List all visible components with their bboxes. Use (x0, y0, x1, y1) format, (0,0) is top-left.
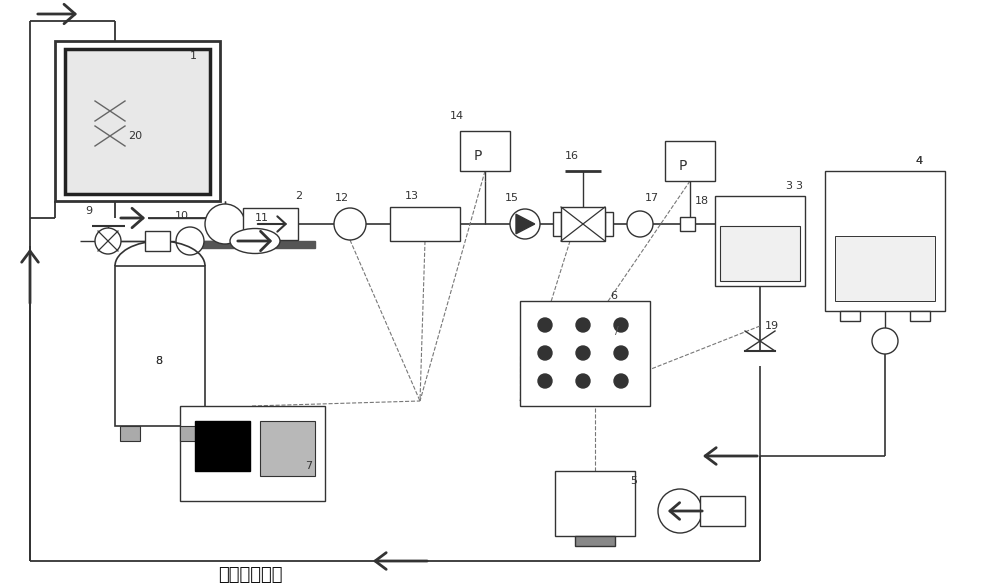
Bar (520, 301, 650, 406)
Text: 4: 4 (915, 156, 922, 166)
Text: 1: 1 (190, 51, 197, 61)
Circle shape (614, 318, 628, 332)
Bar (553, 212, 561, 236)
Bar (605, 212, 613, 236)
Circle shape (176, 227, 204, 255)
Text: 9: 9 (85, 206, 92, 216)
Text: 8: 8 (155, 356, 162, 366)
Circle shape (614, 374, 628, 388)
Ellipse shape (230, 229, 280, 254)
Bar (575, 536, 615, 546)
Text: P: P (679, 159, 687, 173)
Bar (65, 49, 210, 194)
Bar (720, 226, 800, 281)
Circle shape (627, 211, 653, 237)
Text: 5: 5 (630, 476, 637, 486)
Bar (180, 406, 325, 501)
Circle shape (538, 318, 552, 332)
Bar (145, 231, 170, 251)
Text: 18: 18 (695, 196, 709, 206)
Text: 16: 16 (565, 151, 579, 161)
Text: 8: 8 (155, 356, 162, 366)
Bar (680, 217, 695, 231)
Bar (120, 426, 140, 441)
Text: 20: 20 (128, 131, 142, 141)
Circle shape (614, 346, 628, 360)
Circle shape (95, 228, 121, 254)
Bar (390, 207, 460, 241)
Bar (561, 207, 605, 241)
Text: 19: 19 (765, 321, 779, 331)
Text: /: / (615, 326, 619, 336)
Bar (200, 241, 315, 248)
Bar (835, 236, 935, 301)
Text: 7: 7 (305, 461, 312, 471)
Bar (115, 266, 205, 426)
Text: 3: 3 (785, 181, 792, 191)
Circle shape (334, 208, 366, 240)
Bar (243, 208, 298, 240)
Text: 10: 10 (175, 211, 189, 221)
Bar (700, 496, 745, 526)
Bar (715, 196, 805, 286)
Circle shape (658, 489, 702, 533)
Circle shape (510, 209, 540, 239)
Polygon shape (516, 214, 535, 234)
Bar (840, 311, 860, 321)
Bar (180, 426, 200, 441)
Circle shape (576, 374, 590, 388)
Bar (825, 171, 945, 311)
Bar (460, 131, 510, 171)
Bar (195, 421, 250, 471)
Text: 11: 11 (255, 213, 269, 223)
Text: 4: 4 (915, 156, 922, 166)
Text: 12: 12 (335, 193, 349, 203)
Text: 13: 13 (405, 191, 419, 201)
Text: 2: 2 (295, 191, 302, 201)
Circle shape (205, 204, 245, 244)
Text: 17: 17 (645, 193, 659, 203)
Bar (555, 471, 635, 536)
Circle shape (538, 374, 552, 388)
Text: 15: 15 (505, 193, 519, 203)
Circle shape (872, 328, 898, 354)
Bar (260, 421, 315, 476)
Circle shape (576, 346, 590, 360)
Circle shape (576, 318, 590, 332)
Bar (910, 311, 930, 321)
Text: P: P (474, 149, 482, 163)
Text: 3: 3 (795, 181, 802, 191)
Bar (665, 141, 715, 181)
Circle shape (538, 346, 552, 360)
Text: 14: 14 (450, 111, 464, 121)
Bar (55, 41, 220, 201)
Text: 6: 6 (610, 291, 617, 301)
Text: 泥浆回流管线: 泥浆回流管线 (218, 566, 282, 584)
